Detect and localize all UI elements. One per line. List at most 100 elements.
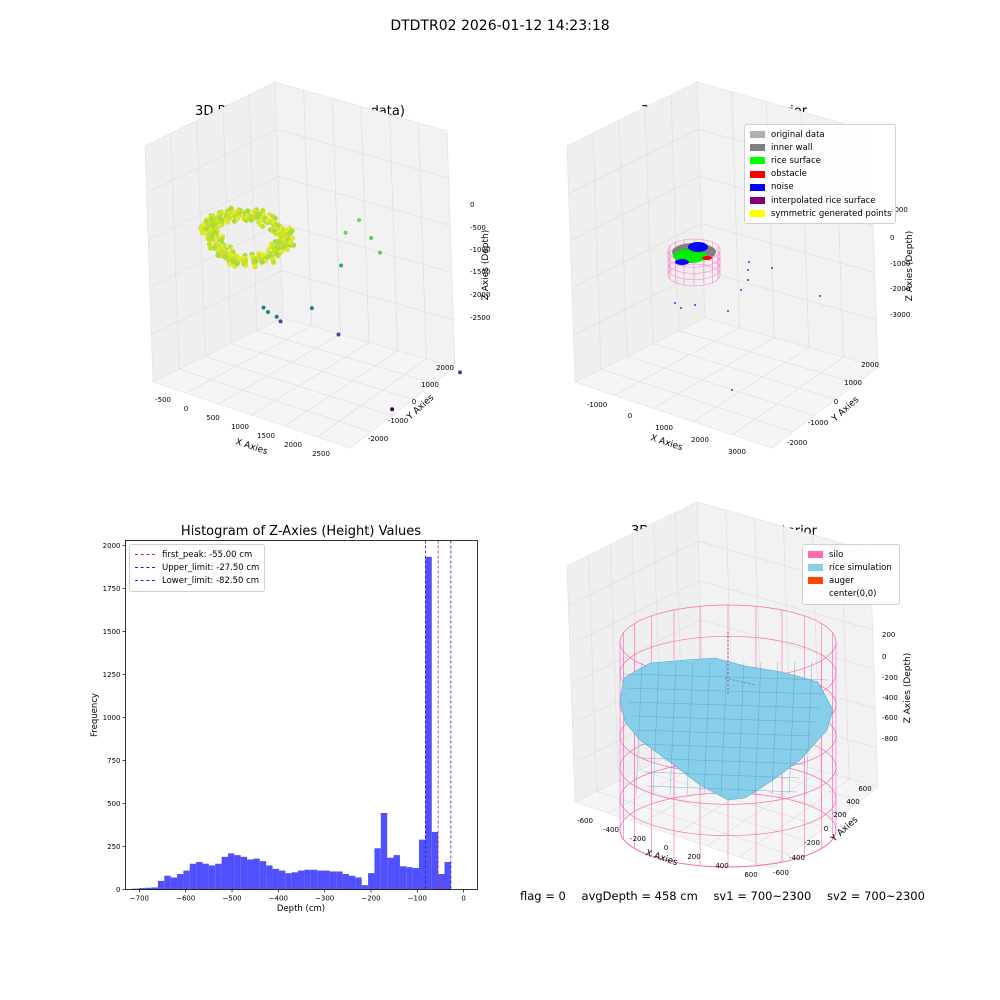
x-tick-label: −600 bbox=[176, 895, 195, 903]
histogram-bar bbox=[247, 859, 254, 890]
legend-item: Upper_limit: -27.50 cm bbox=[135, 561, 259, 574]
z-tick-label: 0 bbox=[470, 201, 474, 209]
grid-line bbox=[670, 94, 680, 331]
rice-mesh-line bbox=[686, 661, 694, 796]
x-tick-label: −500 bbox=[222, 895, 241, 903]
x-tick-label: 200 bbox=[687, 853, 700, 861]
histogram-bar bbox=[393, 855, 400, 890]
noise-point bbox=[731, 389, 733, 391]
x-tick-label: -600 bbox=[577, 817, 593, 825]
legend-swatch bbox=[750, 183, 765, 191]
rice-surface-point bbox=[287, 230, 293, 236]
rice-surface-point bbox=[198, 226, 204, 232]
histogram-legend: first_peak: -55.00 cm Upper_limit: -27.50… bbox=[129, 544, 266, 592]
flag-text: flag = 0 bbox=[520, 889, 566, 903]
grid-line bbox=[569, 580, 873, 645]
sv2-text: sv2 = 700~2300 bbox=[827, 889, 925, 903]
x-tick-label: -500 bbox=[155, 396, 171, 404]
grid-line bbox=[256, 330, 435, 384]
z-tick-label: -2000 bbox=[890, 285, 910, 293]
y-tick-label: 1000 bbox=[844, 379, 862, 387]
grid-line bbox=[678, 330, 857, 384]
x-tick-label: −400 bbox=[269, 895, 288, 903]
legend-swatch bbox=[750, 157, 765, 165]
rice-surface-point bbox=[253, 258, 259, 264]
rice-surface-point bbox=[287, 239, 294, 246]
legend-swatch bbox=[808, 577, 823, 585]
x-tick-label: −300 bbox=[315, 895, 334, 903]
histogram-bar bbox=[272, 868, 279, 890]
y-tick-label: 2000 bbox=[436, 364, 454, 372]
legend-swatch bbox=[808, 551, 823, 559]
figure-title: DTDTR02 2026-01-12 14:23:18 bbox=[390, 18, 610, 34]
legend-line bbox=[135, 554, 155, 556]
legend-label: center(0,0) bbox=[829, 589, 877, 600]
rice-surface-point bbox=[203, 230, 209, 236]
histogram-chart: −700 −600 −500 −400 −300 −200 −100 0 0 250 500 750 1… bbox=[90, 540, 478, 914]
z-tick-label: 200 bbox=[882, 631, 895, 639]
rice-surface-point bbox=[218, 237, 225, 243]
rice-mesh-line bbox=[635, 661, 643, 796]
x-tick-label: 400 bbox=[715, 862, 728, 870]
noise-point bbox=[748, 261, 750, 263]
histogram-bar bbox=[227, 853, 235, 890]
legend-item: silo bbox=[808, 548, 894, 561]
plot2-zlabel: Z Axies (Depth) bbox=[905, 231, 915, 302]
legend-item: noise bbox=[750, 181, 890, 194]
histogram-bar bbox=[336, 871, 343, 890]
grid-line bbox=[573, 270, 877, 336]
rice-surface-point bbox=[222, 254, 228, 260]
y-tick-label: -400 bbox=[789, 854, 805, 862]
histogram-bar bbox=[374, 848, 381, 890]
z-tick-label: -2500 bbox=[470, 314, 490, 322]
histogram-bar bbox=[380, 812, 388, 890]
histogram-bar bbox=[444, 861, 451, 890]
legend-line bbox=[135, 580, 155, 582]
z-tick-label: -200 bbox=[882, 674, 898, 682]
plot2-xlabel: X Axies bbox=[649, 433, 684, 453]
rice-surface-point bbox=[210, 221, 216, 228]
outlier-point bbox=[309, 306, 314, 311]
rice-surface-point bbox=[270, 259, 277, 265]
histogram-bar bbox=[285, 873, 292, 890]
legend-line bbox=[135, 567, 155, 569]
histogram-bar bbox=[355, 877, 362, 890]
z-tick-label: 1000 bbox=[890, 206, 908, 214]
rice-surface-point bbox=[207, 245, 214, 251]
y-tick-label: -2000 bbox=[787, 439, 807, 447]
grid-line bbox=[418, 122, 427, 359]
rice-surface-point bbox=[219, 243, 225, 249]
histogram-bar bbox=[259, 861, 267, 890]
grid-line bbox=[653, 337, 775, 409]
x-tick-label: 0 bbox=[664, 844, 668, 852]
plot2-legend: original data inner wall rice surface obsta… bbox=[744, 124, 896, 225]
plot1-axes: -500 0 500 1000 1500 2000 2500 -2000 -1000 0 1000 2… bbox=[144, 81, 491, 458]
histogram-ylabel: Frequency bbox=[90, 693, 100, 737]
histogram-bar bbox=[240, 856, 248, 890]
y-tick-label: 2000 bbox=[861, 361, 879, 369]
rice-surface-point bbox=[228, 205, 234, 211]
legend-item: original data bbox=[750, 128, 890, 141]
grid-line bbox=[360, 106, 370, 343]
histogram-bar bbox=[278, 870, 286, 890]
legend-item: Lower_limit: -82.50 cm bbox=[135, 574, 259, 587]
x-tick-label: 600 bbox=[744, 871, 757, 879]
histogram-bar bbox=[431, 831, 439, 890]
histogram-bar bbox=[189, 863, 197, 890]
histogram-bar bbox=[406, 867, 413, 890]
y-tick-label: 500 bbox=[107, 800, 120, 808]
histogram-bar bbox=[138, 888, 146, 890]
legend-label: silo bbox=[829, 549, 844, 560]
grid-line bbox=[731, 91, 740, 328]
rice-mesh-line bbox=[634, 729, 813, 737]
legend-item: rice surface bbox=[750, 154, 890, 167]
rice-mesh-line bbox=[669, 661, 677, 796]
x-tick-label: 1000 bbox=[231, 423, 249, 431]
legend-item: auger bbox=[808, 574, 894, 587]
grid-line bbox=[251, 342, 370, 416]
sv1-text: sv1 = 700~2300 bbox=[713, 889, 812, 903]
outlier-point bbox=[378, 250, 383, 255]
grid-line bbox=[218, 334, 341, 405]
y-tick-label: 1500 bbox=[103, 628, 121, 636]
grid-line bbox=[592, 133, 602, 370]
